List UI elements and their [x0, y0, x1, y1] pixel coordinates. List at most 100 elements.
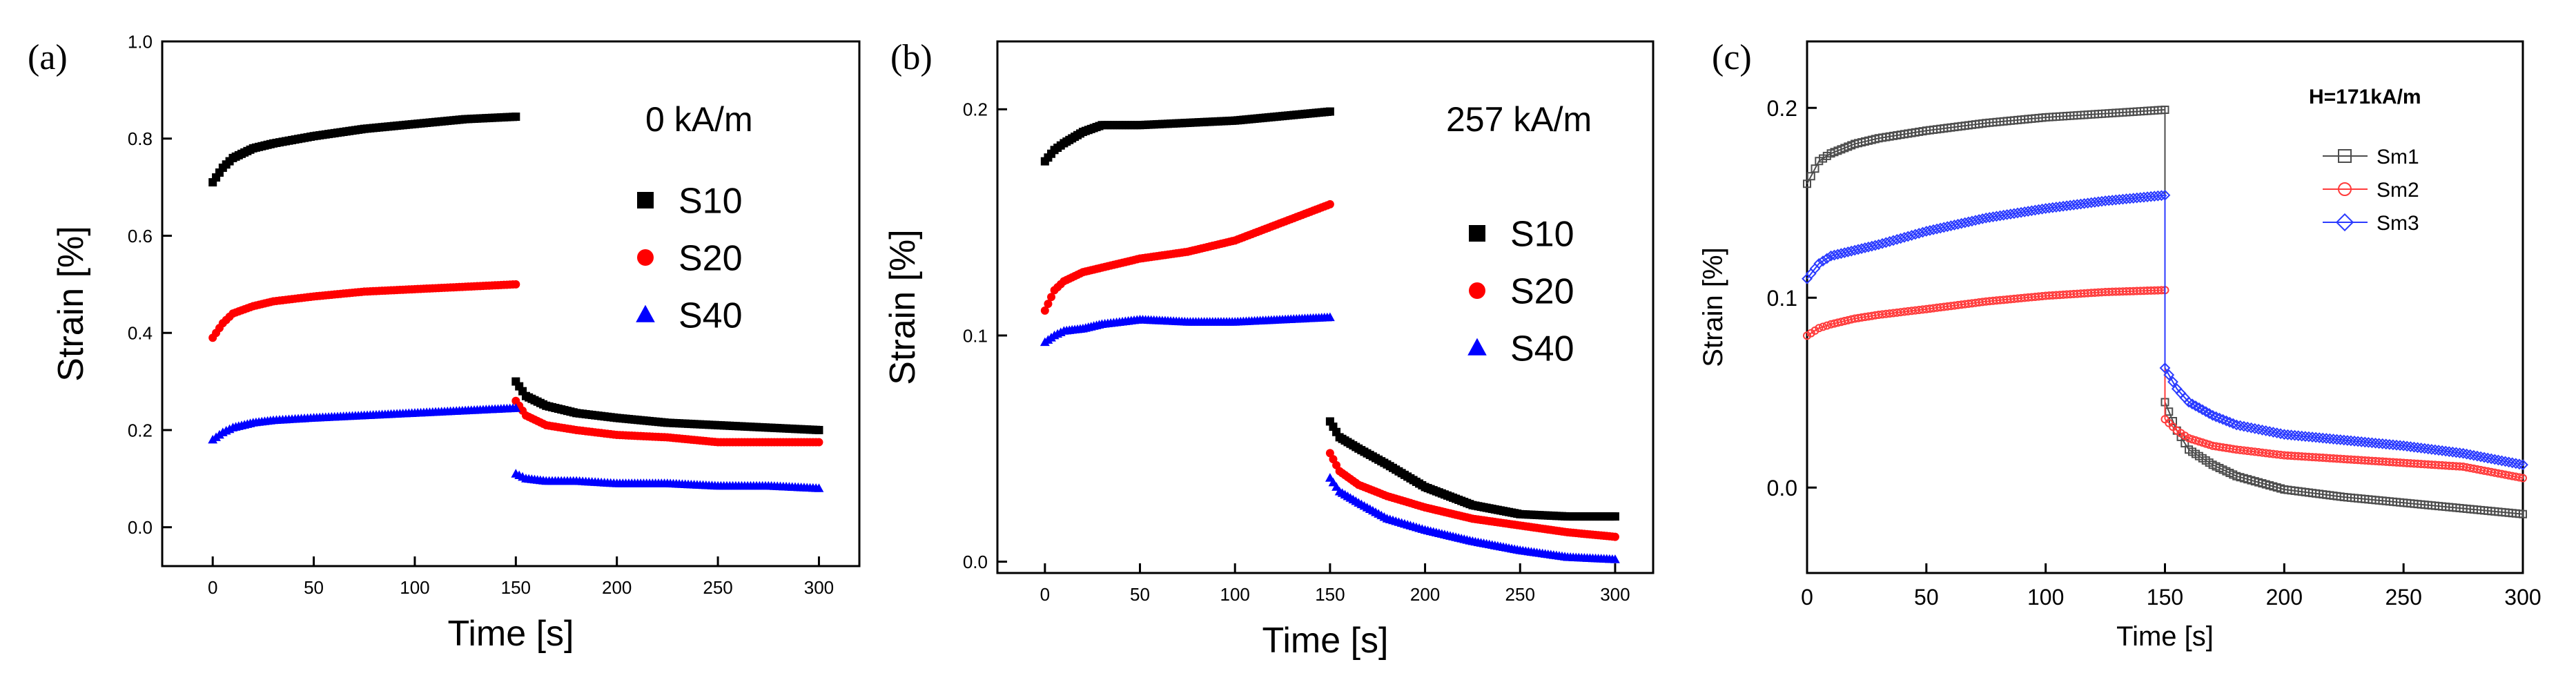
data-point-Sm3 — [2296, 430, 2307, 442]
legend-label-S40: S40 — [1510, 329, 1574, 369]
panel-a-ticks: 0 50 100 150 200 250 300 0.0 0.2 0.4 0.6 0.8 1.0 — [128, 31, 834, 598]
series-Sm2 — [1803, 286, 2527, 483]
data-point-Sm3 — [2388, 439, 2399, 451]
data-point-Sm3 — [2443, 446, 2455, 458]
panel-c: (c) 0 50 100 150 200 250 300 0.0 0.1 0.2 H=171kA/… — [1698, 38, 2541, 652]
x-tick-label: 0 — [1040, 584, 1050, 605]
y-tick-label: 0.2 — [128, 420, 153, 440]
data-point-Sm3 — [2415, 443, 2427, 454]
series-S40 — [1040, 312, 1620, 563]
data-point-S20 — [511, 280, 520, 289]
data-point-Sm3 — [2249, 422, 2261, 434]
data-point-Sm3 — [2242, 421, 2254, 433]
data-point-Sm3 — [2292, 430, 2304, 442]
x-tick-label: 200 — [602, 577, 632, 598]
data-point-Sm3 — [2440, 445, 2452, 457]
data-point-Sm3 — [2267, 427, 2279, 438]
panel-a-xlabel: Time [s] — [448, 614, 574, 654]
data-point-Sm3 — [2221, 415, 2232, 427]
data-point-Sm3 — [2310, 431, 2321, 443]
panel-a-annotation: 0 kA/m — [645, 100, 753, 139]
data-point-S10 — [814, 425, 823, 434]
panel-c-plot — [1802, 106, 2528, 518]
x-tick-label: 100 — [2027, 585, 2064, 610]
data-point-S10 — [1610, 512, 1619, 521]
data-point-Sm3 — [2468, 449, 2479, 461]
data-point-Sm3 — [2238, 420, 2250, 432]
data-point-Sm3 — [1821, 253, 1833, 264]
data-point-Sm3 — [2234, 420, 2246, 431]
data-point-Sm3 — [2285, 429, 2297, 441]
data-point-Sm3 — [2210, 411, 2222, 422]
data-point-Sm3 — [2475, 451, 2486, 463]
series-S20 — [208, 280, 823, 447]
data-point-S40 — [1325, 312, 1335, 322]
legend-label-Sm1: Sm1 — [2377, 146, 2419, 168]
data-point-Sm3 — [2472, 450, 2483, 462]
data-point-Sm3 — [2412, 442, 2423, 454]
panel-c-ylabel: Strain [%] — [1698, 247, 1728, 367]
y-tick-label: 0.1 — [963, 325, 988, 346]
data-point-Sm3 — [2341, 435, 2353, 446]
data-point-Sm3 — [2345, 435, 2357, 447]
legend-label-Sm3: Sm3 — [2377, 212, 2419, 235]
panel-c-annotation: H=171kA/m — [2309, 86, 2421, 108]
data-point-Sm3 — [2275, 428, 2286, 440]
legend-marker-S40 — [636, 304, 655, 322]
data-point-S10 — [511, 113, 520, 122]
x-tick-label: 150 — [501, 577, 531, 598]
data-point-Sm3 — [2377, 438, 2388, 449]
panel-a-frame — [161, 40, 861, 567]
x-tick-label: 250 — [703, 577, 732, 598]
x-tick-label: 150 — [2147, 585, 2183, 610]
data-point-Sm3 — [2510, 458, 2521, 469]
y-tick-label: 0.2 — [1767, 96, 1797, 121]
data-point-S40 — [1610, 554, 1620, 563]
data-point-Sm3 — [2506, 457, 2518, 469]
x-tick-label: 300 — [2504, 585, 2541, 610]
data-point-Sm1 — [2169, 417, 2178, 425]
x-tick-label: 300 — [1600, 584, 1630, 605]
data-point-Sm1 — [2519, 509, 2527, 518]
data-point-S10 — [1325, 107, 1334, 116]
data-point-Sm3 — [2514, 458, 2525, 470]
data-point-S40 — [814, 483, 824, 492]
y-tick-label: 0.4 — [128, 323, 153, 344]
data-point-Sm3 — [2321, 433, 2332, 444]
x-tick-label: 150 — [1315, 584, 1345, 605]
data-point-Sm3 — [1817, 255, 1828, 266]
legend-marker-Sm3 — [2335, 213, 2354, 232]
data-point-Sm3 — [2207, 409, 2218, 421]
legend-marker-S20 — [637, 249, 654, 266]
legend-label-S10: S10 — [1510, 215, 1574, 255]
data-point-Sm3 — [2317, 432, 2329, 444]
panel-c-legend: Sm1 Sm2 Sm3 — [2323, 146, 2419, 235]
x-tick-label: 250 — [1505, 584, 1535, 605]
data-point-Sm3 — [2159, 362, 2171, 373]
y-tick-label: 1.0 — [128, 31, 153, 52]
data-point-Sm3 — [2231, 419, 2243, 431]
x-tick-label: 0 — [1801, 585, 1813, 610]
panel-b-legend: S10 S20 S40 — [1467, 215, 1574, 369]
panel-b-xlabel: Time [s] — [1262, 621, 1389, 661]
data-point-Sm3 — [2370, 437, 2381, 449]
data-point-S20 — [1610, 532, 1619, 541]
data-point-Sm3 — [2503, 456, 2515, 468]
data-point-Sm3 — [2492, 454, 2504, 466]
panel-a-letter: (a) — [28, 38, 68, 77]
data-point-Sm3 — [2260, 425, 2272, 436]
panel-c-letter: (c) — [1712, 38, 1752, 77]
panel-b-frame — [996, 40, 1655, 574]
data-point-Sm3 — [2433, 445, 2444, 456]
legend-marker-S40 — [1467, 338, 1487, 356]
data-point-Sm3 — [2331, 434, 2343, 445]
y-tick-label: 0.6 — [128, 226, 153, 246]
data-point-Sm3 — [2314, 432, 2325, 444]
series-Sm1 — [1803, 106, 2527, 518]
data-point-Sm3 — [2167, 376, 2178, 388]
panel-b-ylabel: Strain [%] — [883, 229, 923, 385]
data-point-Sm3 — [2419, 443, 2430, 454]
data-point-Sm3 — [2359, 436, 2371, 448]
data-point-Sm3 — [2227, 418, 2239, 429]
